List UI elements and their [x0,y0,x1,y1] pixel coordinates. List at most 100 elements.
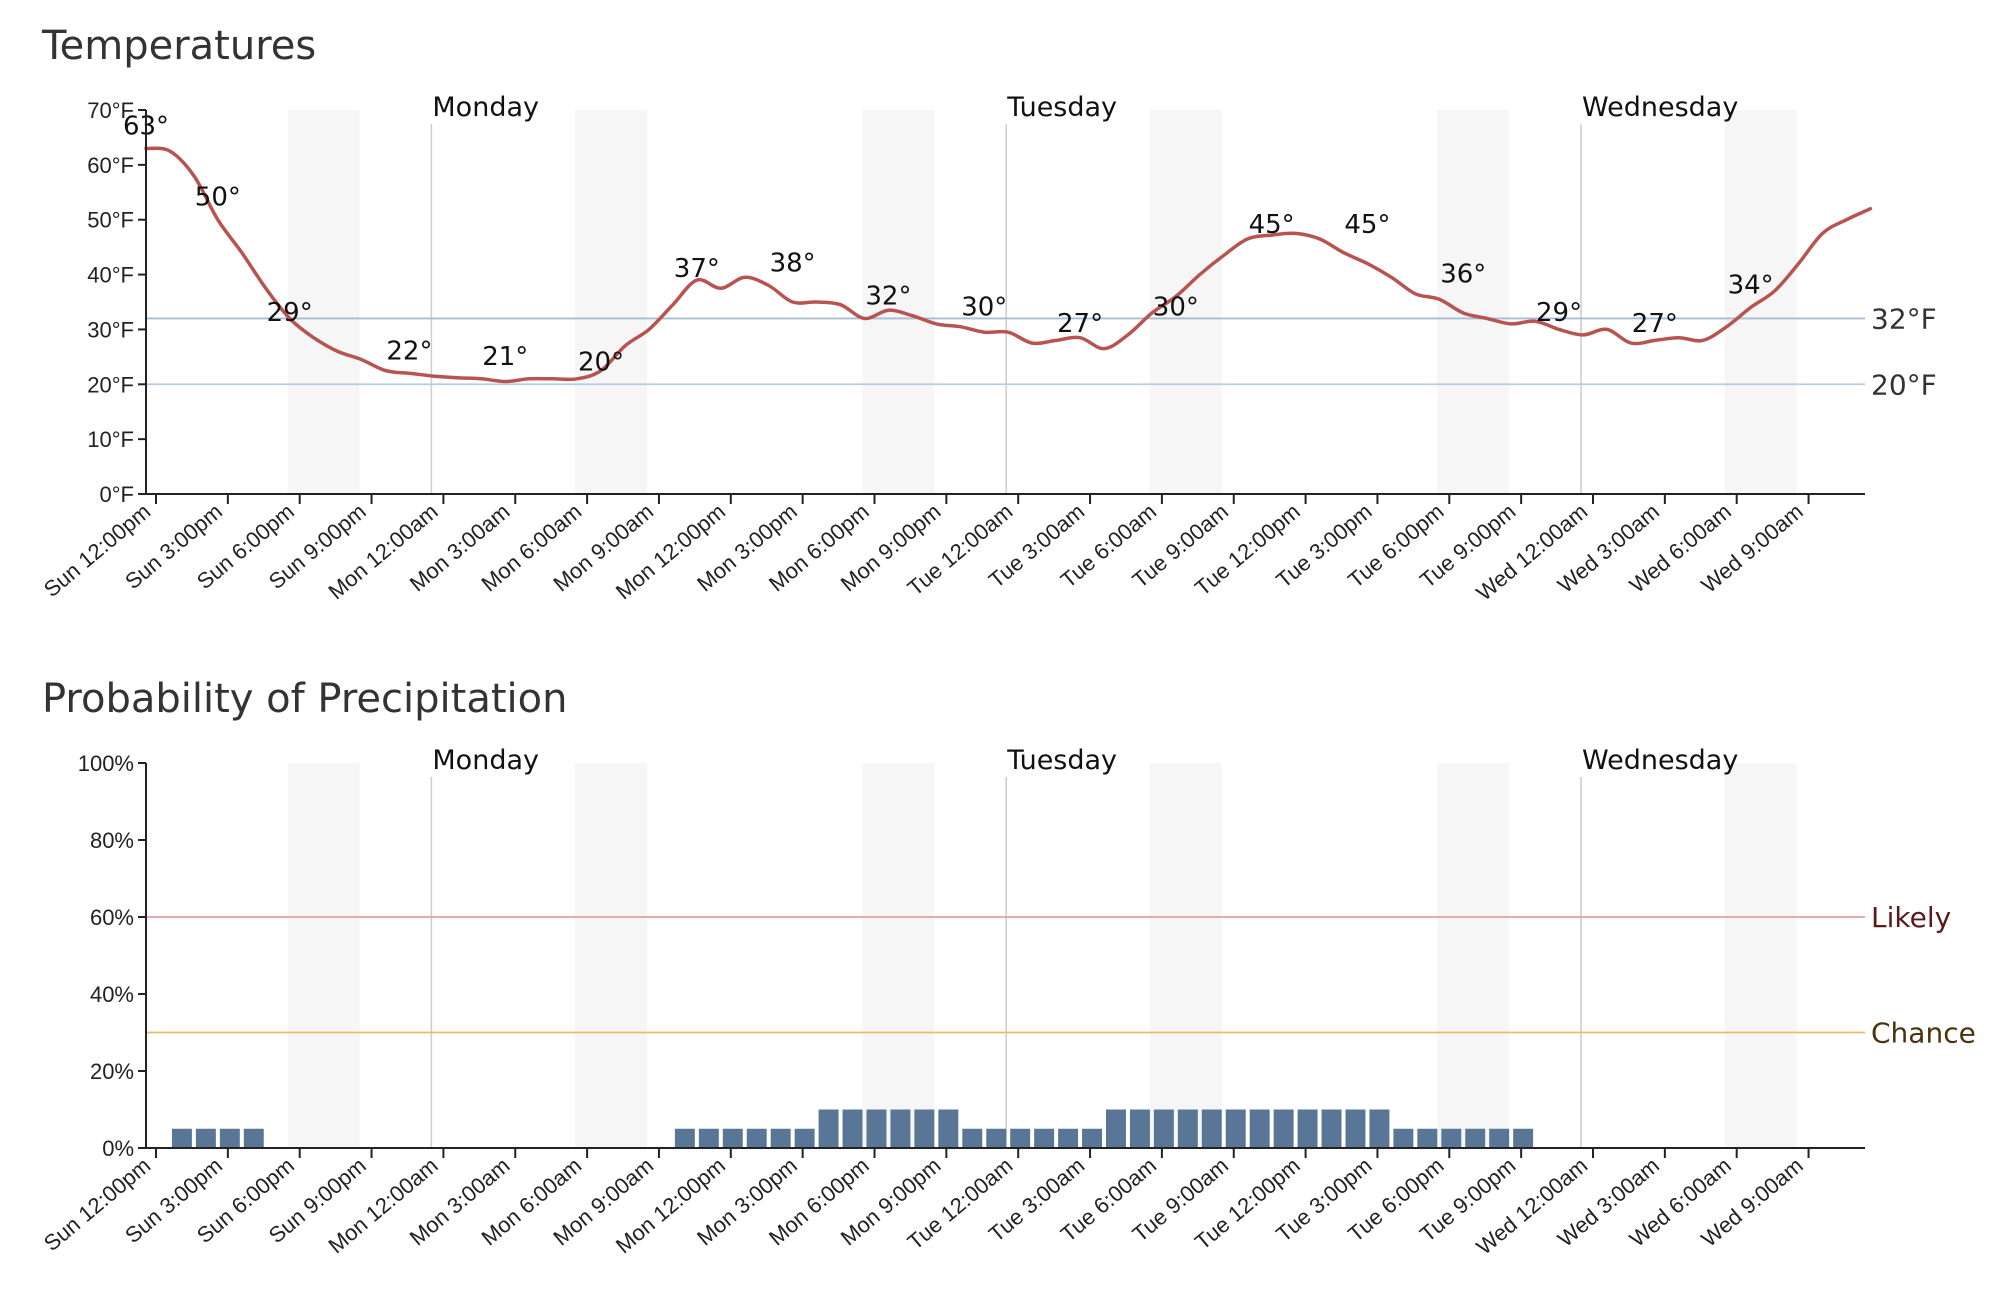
night-shading [287,763,1797,1148]
night-shade-band [862,110,935,494]
precipitation-bar [243,1128,264,1148]
precipitation-bar [1297,1109,1318,1148]
night-shade-band [287,763,360,1148]
y-tick-label: 100% [78,751,134,776]
temperature-point-label: 29° [267,298,313,328]
night-shade-band [1149,763,1222,1148]
precipitation-bar [1177,1109,1198,1148]
precipitation-bar [1489,1128,1510,1148]
precipitation-bar [1201,1109,1222,1148]
precipitation-chart: Probability of Precipitation Likely Chanc… [39,676,1976,1260]
day-label: Wednesday [1582,92,1738,123]
precipitation-bar [195,1128,216,1148]
precipitation-bar [219,1128,240,1148]
y-tick-label: 20% [90,1059,134,1084]
precipitation-bar [1010,1128,1031,1148]
temperature-point-label: 45° [1249,210,1295,240]
day-label: Monday [432,92,539,123]
night-shade-band [287,110,360,494]
precipitation-bar [914,1109,935,1148]
precipitation-bar [1513,1128,1534,1148]
precipitation-bar [171,1128,192,1148]
temperature-point-label: 37° [674,254,720,284]
temperature-point-label: 21° [482,342,528,372]
precipitation-bar [1273,1109,1294,1148]
y-tick-label: 80% [90,828,134,853]
precipitation-bar [1153,1109,1174,1148]
precipitation-bar [1345,1109,1366,1148]
temperature-reference-lines: 32°F 20°F [146,302,1937,401]
day-label: Tuesday [1006,92,1117,123]
temperature-point-label: 38° [770,249,816,279]
temperature-point-label: 36° [1440,260,1486,290]
temperature-point-label: 29° [1536,298,1582,328]
temperature-point-label: 45° [1344,210,1390,240]
y-tick-label: 20°F [87,372,134,397]
precipitation-bar [1034,1128,1055,1148]
night-shade-band [1437,110,1510,494]
temperature-point-label: 27° [1057,309,1103,339]
precipitation-bar [770,1128,791,1148]
reference-line-label: Chance [1871,1017,1976,1050]
temperature-point-label: 30° [1153,292,1199,322]
night-shade-band [575,763,647,1148]
reference-line-label: 20°F [1871,368,1937,401]
precipitation-bar [842,1109,863,1148]
precipitation-bar [746,1128,767,1148]
precipitation-bar [1225,1109,1246,1148]
temperature-point-label: 22° [386,336,432,366]
precipitation-bar [1129,1109,1150,1148]
temperature-point-labels: 63°50°29°22° 21° 20°37° 38°32° 30°27°30°45° 4… [123,111,1774,377]
precipitation-bar [938,1109,959,1148]
temperature-chart: Temperatures 32°F20°F 63°50°29°22° 21° 20°… [39,23,1937,606]
precipitation-bar [1058,1128,1079,1148]
precipitation-bar [1417,1128,1438,1148]
day-divider-lines [430,777,1582,1148]
day-label: Wednesday [1582,745,1738,776]
y-tick-label: 0°F [100,482,134,507]
temperature-series-line [144,146,1873,384]
precipitation-bar [1441,1128,1462,1148]
y-tick-label: 60°F [87,153,134,178]
reference-line-label: Likely [1871,901,1951,934]
temperature-point-label: 20° [578,347,624,377]
y-tick-label: 10°F [87,427,134,452]
precipitation-bar [1249,1109,1270,1148]
precipitation-bar [698,1128,719,1148]
temperature-day-labels: Monday Tuesday Wednesday [432,92,1738,123]
precipitation-day-labels: Monday Tuesday Wednesday [432,745,1738,776]
precipitation-bars [171,1109,1534,1148]
temperature-point-label: 32° [865,281,911,311]
temperature-point-label: 34° [1728,270,1774,300]
precipitation-bar [1082,1128,1102,1148]
night-shade-band [575,110,647,494]
night-shade-band [862,763,935,1148]
y-tick-label: 0% [102,1136,134,1161]
precipitation-bar [674,1128,695,1148]
precipitation-bar [986,1128,1007,1148]
y-tick-label: 50°F [87,208,134,233]
y-tick-label: 30°F [87,317,134,342]
precipitation-reference-lines: Likely Chance [146,901,1976,1050]
precipitation-bar [818,1109,839,1148]
precipitation-bar [890,1109,911,1148]
y-tick-label: 40% [90,982,134,1007]
day-divider-lines [430,124,1582,494]
precipitation-bar [1106,1109,1126,1148]
precipitation-bar [1393,1128,1414,1148]
y-tick-label: 40°F [87,263,134,288]
precipitation-bar [866,1109,887,1148]
night-shade-band [1149,110,1222,494]
precipitation-bar [962,1128,983,1148]
day-label: Tuesday [1006,745,1117,776]
temperature-chart-title: Temperatures [41,23,316,69]
precipitation-chart-title: Probability of Precipitation [42,676,567,722]
precipitation-bar [1369,1109,1390,1148]
precipitation-bar [722,1128,743,1148]
temperature-point-label: 27° [1632,309,1678,339]
precipitation-bar [1321,1109,1342,1148]
night-shade-band [1724,763,1797,1148]
precipitation-bar [794,1128,815,1148]
temperature-point-label: 50° [195,183,241,213]
